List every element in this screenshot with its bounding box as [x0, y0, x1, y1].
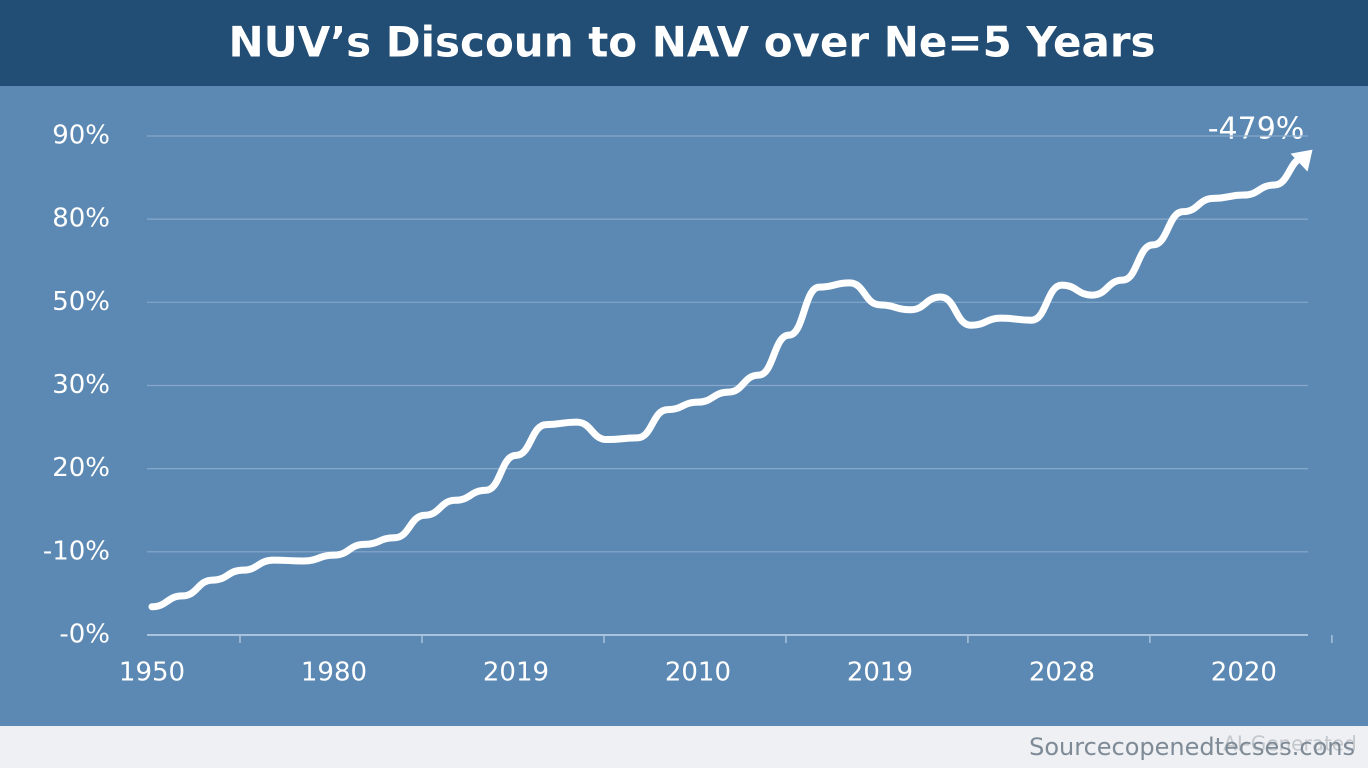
x-tick-label: 2019	[483, 658, 549, 688]
y-tick-label: 80%	[52, 204, 110, 234]
annotation: -479%	[1208, 112, 1305, 147]
y-tick-label: 90%	[52, 120, 110, 150]
x-tick-label: 1950	[119, 658, 185, 688]
x-tick-label: 2019	[847, 658, 913, 688]
footer-bar	[0, 726, 1368, 768]
y-tick-label: 50%	[52, 287, 110, 317]
y-tick-label: -10%	[43, 536, 110, 566]
line-series	[148, 154, 1309, 611]
x-tick-label: 2028	[1029, 658, 1095, 688]
source-note: Sourcecopenedtecses.cons	[1029, 733, 1355, 761]
title-bar	[0, 0, 1368, 86]
x-tick-label: 2010	[665, 658, 731, 688]
watermark: AI-Generated	[1223, 732, 1357, 756]
x-tick-label: 1980	[301, 658, 367, 688]
y-tick-label: 20%	[52, 453, 110, 483]
y-tick-label: 30%	[52, 370, 110, 400]
chart-title: NUV’s Discoun to NAV over Ne=5 Years	[228, 18, 1155, 67]
arrow-head	[1290, 149, 1313, 172]
x-tick-label: 2020	[1211, 658, 1277, 688]
y-tick-label: -0%	[59, 620, 110, 650]
